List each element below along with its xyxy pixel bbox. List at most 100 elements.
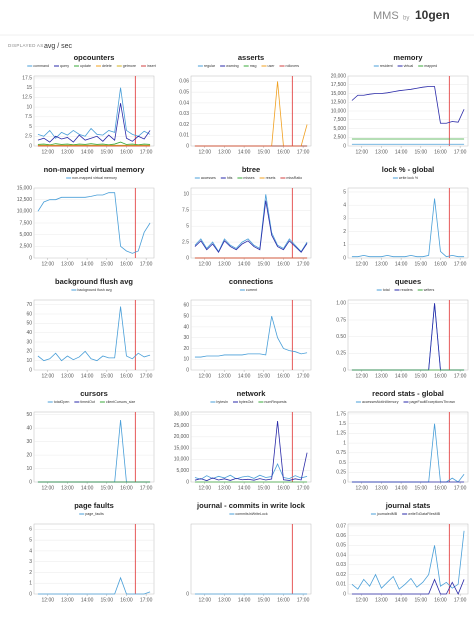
logo-product: MMS [373, 10, 399, 22]
x-tick-label: 12:00 [356, 261, 369, 267]
series-line [351, 86, 465, 124]
plot-area [190, 299, 312, 371]
x-tick-label: 14:00 [81, 261, 94, 267]
y-tick-label: 0 [343, 367, 346, 373]
series-line [37, 87, 151, 139]
x-tick-label: 13:00 [61, 149, 74, 155]
y-tick-label: 5,000 [19, 232, 32, 238]
x-tick-label: 16:00 [277, 373, 290, 379]
chart-title: non-mapped virtual memory [44, 165, 146, 174]
y-tick-label: 1 [343, 242, 346, 248]
y-tick-label: 40 [26, 330, 32, 336]
legend: journaledMB writeToDataFilesMB [370, 512, 441, 516]
x-tick-label: 15:00 [415, 261, 428, 267]
x-tick-label: 14:00 [238, 373, 251, 379]
legend-label: page_faults [85, 512, 104, 516]
x-tick-label: 17:00 [140, 373, 153, 379]
legend-label: bytesOut [239, 400, 253, 404]
legend: page_faults [79, 512, 104, 516]
series-line [37, 420, 151, 483]
legend-label: regular [204, 64, 216, 68]
y-tick-label: 0 [29, 591, 32, 597]
chart-title: asserts [238, 53, 264, 62]
plot-area [347, 523, 469, 595]
legend-label: journaledMB [376, 512, 398, 516]
y-tick-label: 2,500 [333, 135, 346, 141]
y-tick-label: 12,500 [17, 197, 33, 203]
legend-label: msg [250, 64, 257, 68]
y-tick-label: 4 [29, 548, 32, 554]
x-tick-label: 15:00 [258, 373, 271, 379]
legend-label: write lock % [399, 176, 419, 180]
x-tick-label: 14:00 [395, 373, 408, 379]
y-tick-label: 3 [343, 216, 346, 222]
y-tick-label: 0.01 [179, 133, 189, 139]
x-tick-label: 17:00 [140, 261, 153, 267]
legend-label: update [80, 64, 91, 68]
legend-label: timedOut [80, 400, 95, 404]
x-tick-label: 14:00 [81, 373, 94, 379]
x-tick-label: 15:00 [415, 597, 428, 603]
x-tick-label: 13:00 [218, 597, 231, 603]
x-tick-label: 15:00 [258, 485, 271, 491]
x-tick-label: 16:00 [434, 261, 447, 267]
y-tick-label: 0 [343, 255, 346, 261]
legend: totalOpen timedOut clientCursors_size [47, 400, 135, 404]
x-tick-label: 17:00 [140, 485, 153, 491]
x-tick-label: 17:00 [454, 149, 467, 155]
y-tick-label: 10 [183, 357, 189, 363]
y-tick-label: 0.05 [336, 543, 346, 549]
x-tick-label: 15:00 [258, 597, 271, 603]
series-line [37, 192, 151, 254]
series-line [194, 200, 308, 254]
y-tick-label: 30 [26, 339, 32, 345]
y-tick-label: 7,500 [19, 220, 32, 226]
series-line [194, 316, 308, 358]
x-tick-label: 15:00 [101, 373, 114, 379]
chart-panel: journal - commits in write lock commitsIn… [186, 501, 312, 603]
y-tick-label: 2.5 [25, 134, 32, 140]
x-tick-label: 13:00 [61, 485, 74, 491]
x-tick-label: 16:00 [277, 149, 290, 155]
series-line [351, 198, 465, 258]
chart-panel: queues total readers writers 0 0.25 0.50 0.75 1.… [336, 277, 469, 379]
y-tick-label: 40 [183, 324, 189, 330]
y-tick-label: 0 [29, 143, 32, 149]
x-tick-label: 15:00 [101, 261, 114, 267]
chart-panel: lock % - global write lock % 0 1 2 3 4 5 12:00 13… [343, 165, 469, 267]
x-tick-label: 13:00 [61, 261, 74, 267]
x-tick-label: 12:00 [42, 373, 55, 379]
legend-label: clientCursors_size [106, 400, 135, 404]
y-tick-label: 1.00 [336, 301, 346, 307]
chart-panel: network bytesIn bytesOut numRequests 0 5,000 1… [174, 389, 312, 491]
chart-panel: asserts regular warning msg user rollovers 0 0.… [179, 53, 312, 155]
y-tick-label: 15 [26, 85, 32, 91]
y-tick-label: 0 [186, 255, 189, 261]
x-tick-label: 16:00 [434, 597, 447, 603]
x-tick-label: 16:00 [120, 149, 133, 155]
y-tick-label: 1 [343, 440, 346, 446]
y-tick-label: 0 [186, 143, 189, 149]
display-value[interactable]: avg / sec [44, 43, 73, 50]
legend-label: query [60, 64, 69, 68]
y-tick-label: 20,000 [174, 434, 190, 440]
y-tick-label: 15,000 [174, 445, 190, 451]
y-tick-label: 20,000 [331, 73, 347, 79]
x-tick-label: 12:00 [356, 373, 369, 379]
legend: command query update delete getmore insert [27, 64, 156, 68]
y-tick-label: 0.75 [336, 317, 346, 323]
legend-label: accesses [201, 176, 216, 180]
y-tick-label: 10,000 [174, 457, 190, 463]
y-tick-label: 50 [26, 321, 32, 327]
legend-label: totalOpen [54, 400, 70, 404]
legend-label: readers [401, 288, 413, 292]
y-tick-label: 0 [29, 367, 32, 373]
series-line [194, 420, 308, 482]
series-line [351, 530, 465, 590]
legend-label: warning [226, 64, 239, 68]
plot-area [190, 411, 312, 483]
y-tick-label: 0 [186, 479, 189, 485]
y-tick-label: 5 [343, 189, 346, 195]
y-tick-label: 0.02 [179, 122, 189, 128]
